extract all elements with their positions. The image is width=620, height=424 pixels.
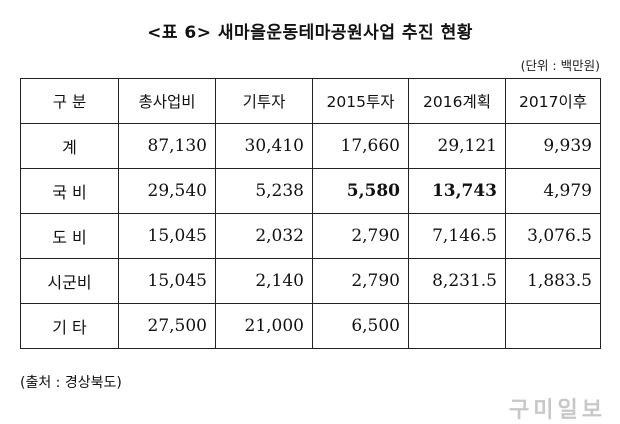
table-cell: 2,790 bbox=[312, 258, 409, 304]
table-cell: 5,580 bbox=[312, 168, 409, 214]
table-row: 도 비 15,045 2,032 2,790 7,146.5 3,076.5 bbox=[20, 213, 601, 259]
table-cell bbox=[408, 303, 506, 349]
table-cell: 8,231.5 bbox=[408, 258, 506, 304]
table-header-row: 구 분 총사업비 기투자 2015투자 2016계획 2017이후 bbox=[20, 78, 601, 124]
table-title: <표 6> 새마을운동테마공원사업 추진 현황 bbox=[147, 23, 473, 43]
row-label: 기 타 bbox=[20, 303, 119, 349]
table-cell: 15,045 bbox=[118, 213, 216, 259]
header-2017: 2017이후 bbox=[505, 78, 601, 124]
row-label: 국 비 bbox=[20, 168, 119, 214]
source-note: (출처 : 경상북도) bbox=[20, 375, 122, 391]
table-cell: 2,140 bbox=[215, 258, 313, 304]
table-cell: 87,130 bbox=[118, 123, 216, 169]
table-cell: 2,032 bbox=[215, 213, 313, 259]
row-label: 계 bbox=[20, 123, 119, 169]
row-label: 도 비 bbox=[20, 213, 119, 259]
table-cell: 21,000 bbox=[215, 303, 313, 349]
unit-note: (단위 : 백만원) bbox=[520, 58, 600, 73]
table-cell: 17,660 bbox=[312, 123, 409, 169]
table-row: 기 타 27,500 21,000 6,500 bbox=[20, 303, 601, 349]
table-cell: 13,743 bbox=[408, 168, 506, 214]
table-row: 시군비 15,045 2,140 2,790 8,231.5 1,883.5 bbox=[20, 258, 601, 304]
table-cell bbox=[505, 303, 601, 349]
header-2015: 2015투자 bbox=[312, 78, 409, 124]
table-cell: 7,146.5 bbox=[408, 213, 506, 259]
header-2016: 2016계획 bbox=[408, 78, 506, 124]
publisher-watermark: 구미일보 bbox=[509, 398, 606, 423]
row-label: 시군비 bbox=[20, 258, 119, 304]
budget-table: 구 분 총사업비 기투자 2015투자 2016계획 2017이후 계 87,1… bbox=[20, 78, 601, 349]
table-cell: 29,121 bbox=[408, 123, 506, 169]
table-cell: 15,045 bbox=[118, 258, 216, 304]
table-cell: 4,979 bbox=[505, 168, 601, 214]
table-row: 계 87,130 30,410 17,660 29,121 9,939 bbox=[20, 123, 601, 169]
table-cell: 2,790 bbox=[312, 213, 409, 259]
table-cell: 6,500 bbox=[312, 303, 409, 349]
table-cell: 1,883.5 bbox=[505, 258, 601, 304]
table-cell: 3,076.5 bbox=[505, 213, 601, 259]
table-cell: 30,410 bbox=[215, 123, 313, 169]
table-cell: 9,939 bbox=[505, 123, 601, 169]
table-cell: 29,540 bbox=[118, 168, 216, 214]
header-total-budget: 총사업비 bbox=[118, 78, 216, 124]
table-cell: 5,238 bbox=[215, 168, 313, 214]
table-cell: 27,500 bbox=[118, 303, 216, 349]
header-category: 구 분 bbox=[20, 78, 119, 124]
table-row: 국 비 29,540 5,238 5,580 13,743 4,979 bbox=[20, 168, 601, 214]
header-invested: 기투자 bbox=[215, 78, 313, 124]
